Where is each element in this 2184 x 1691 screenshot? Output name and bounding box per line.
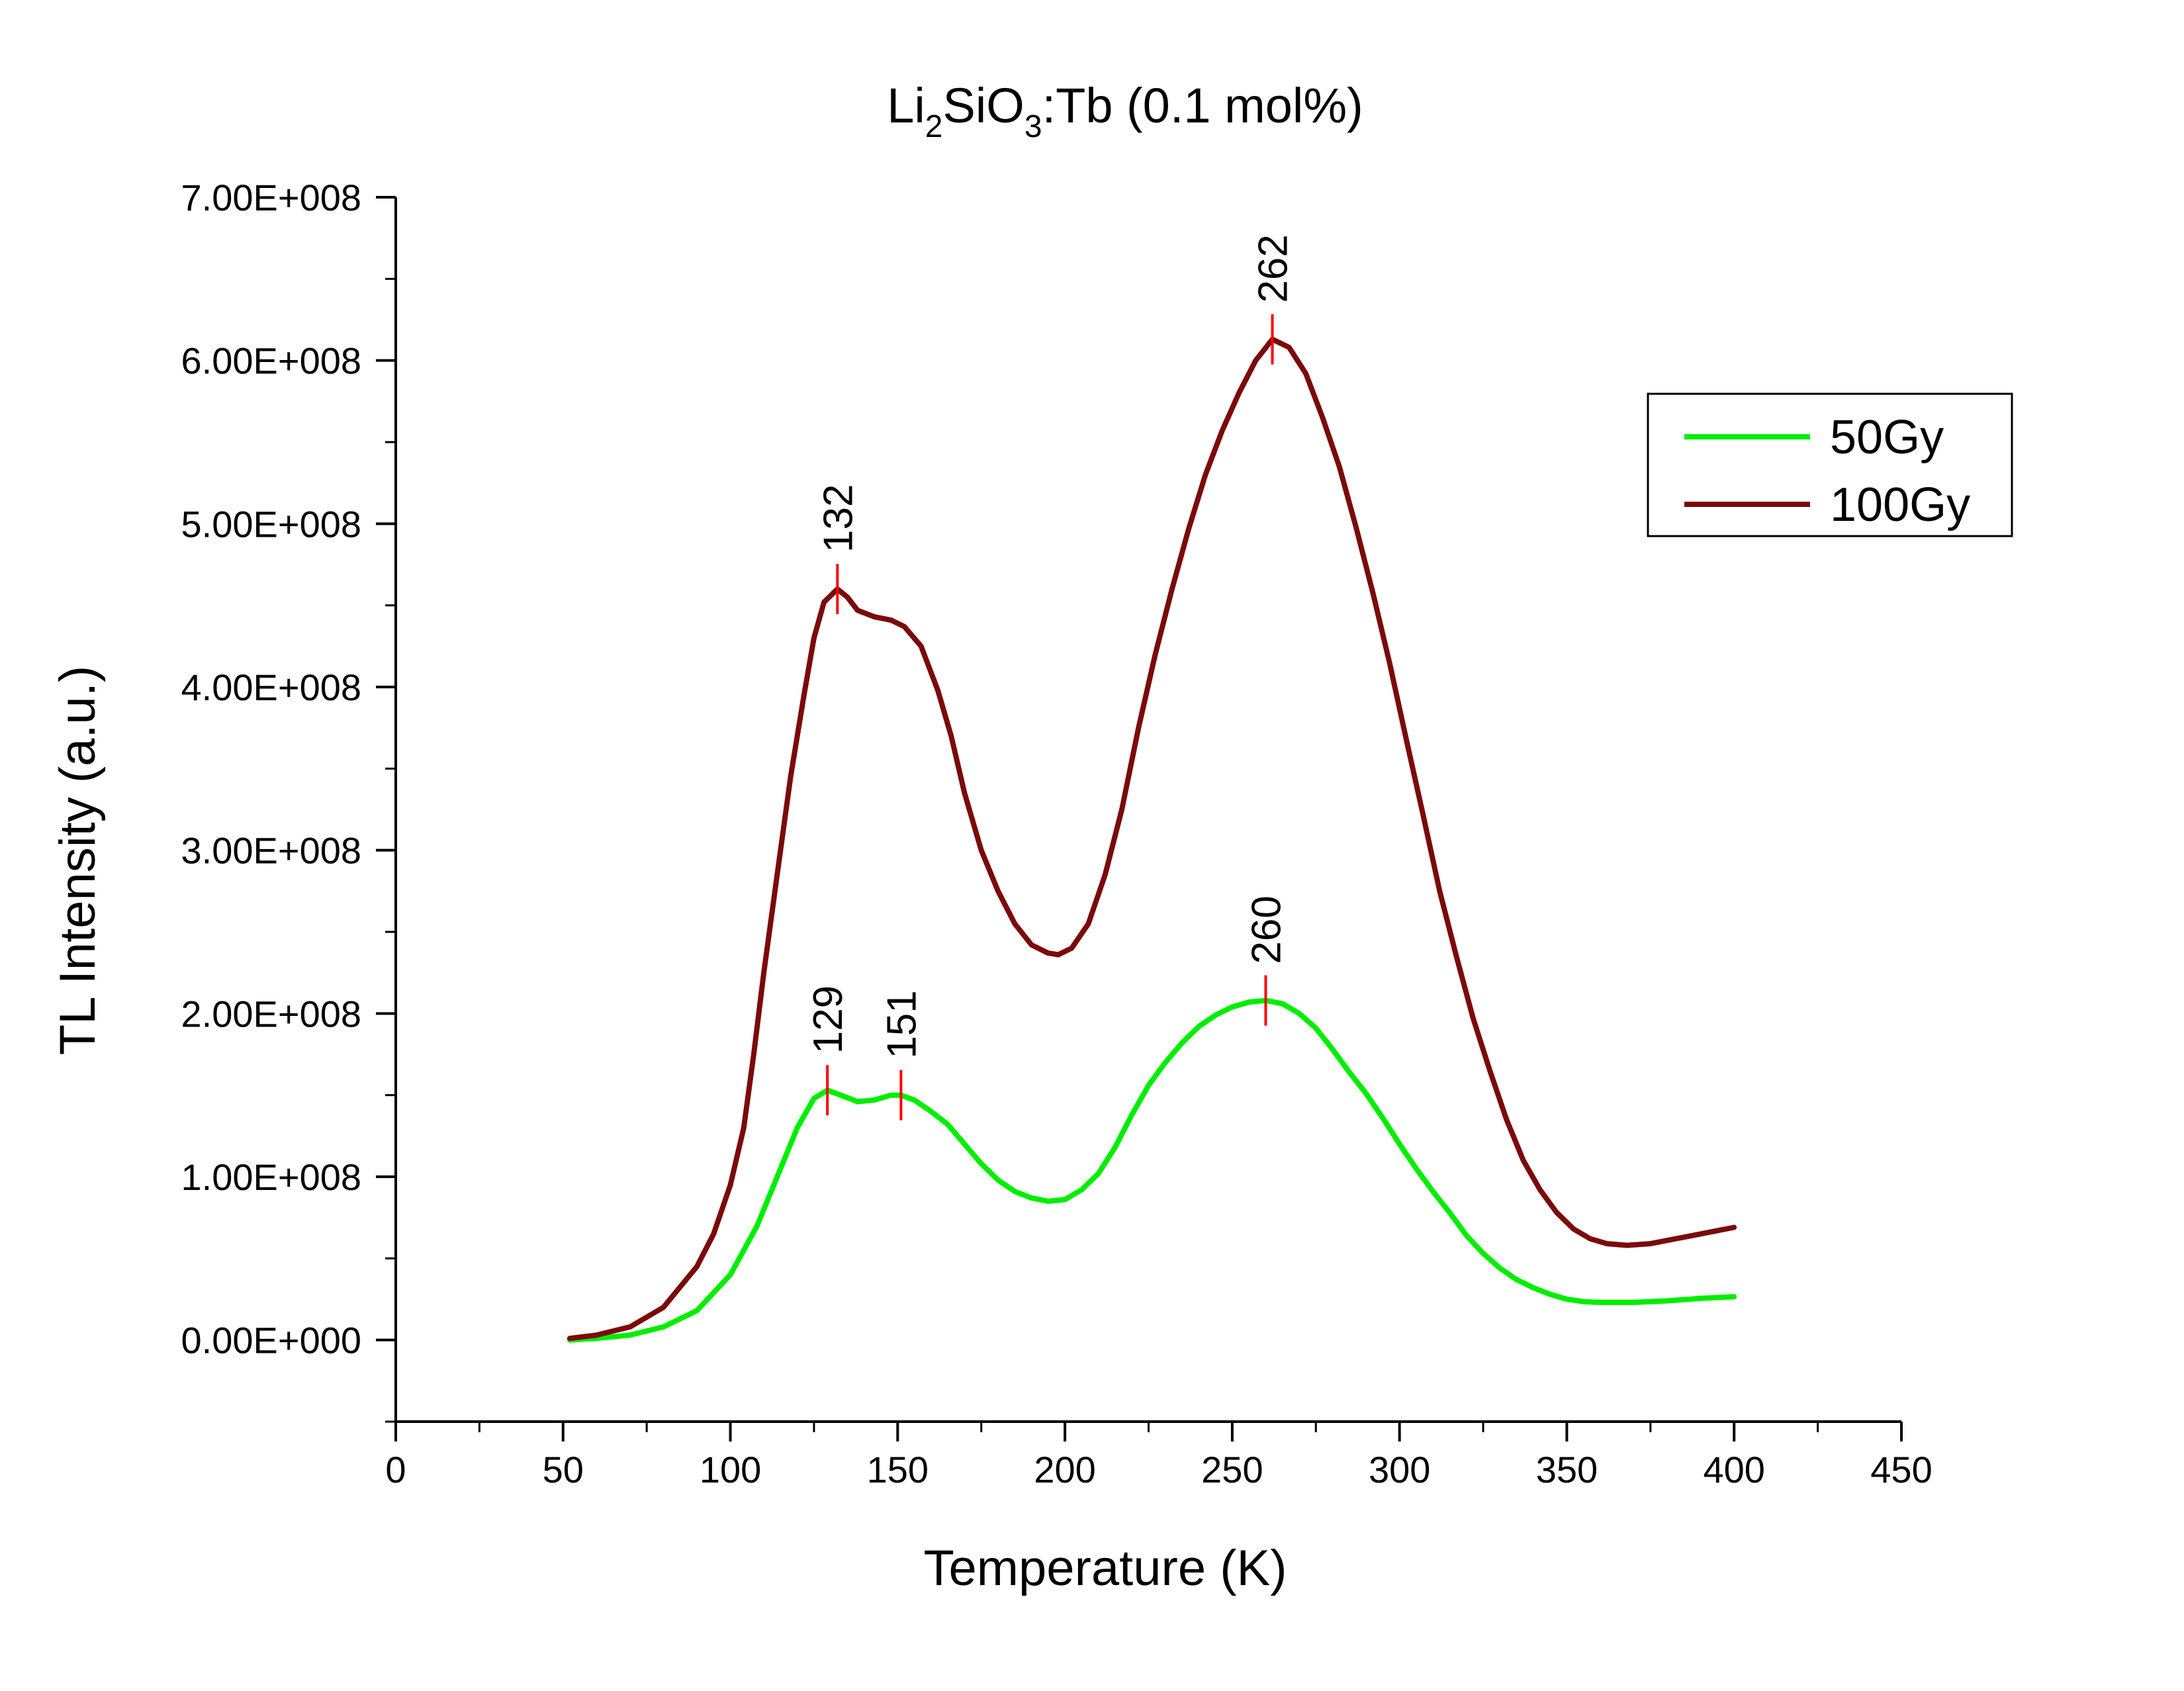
chart-title-sio: SiO xyxy=(943,78,1024,133)
x-tick-label: 150 xyxy=(867,1449,929,1490)
x-tick-label: 350 xyxy=(1536,1449,1598,1490)
axes: 0 50 100 150 200 250 300 350 400 450 0.00E+000 1.00… xyxy=(181,177,1933,1490)
x-tick-label: 300 xyxy=(1369,1449,1430,1490)
y-tick-label: 6.00E+008 xyxy=(181,340,361,382)
chart-title-rest: :Tb (0.1 mol%) xyxy=(1042,78,1363,133)
x-axis-title: Temperature (K) xyxy=(923,1540,1287,1596)
y-tick-label: 7.00E+008 xyxy=(181,177,361,218)
series-line-50gy xyxy=(567,997,1737,1343)
peak-label-129: 129 xyxy=(805,985,851,1054)
x-tick-label: 50 xyxy=(543,1449,584,1490)
legend-label-50gy: 50Gy xyxy=(1830,411,1944,464)
x-tick-label: 450 xyxy=(1870,1449,1932,1490)
y-tick-label: 4.00E+008 xyxy=(181,666,361,708)
y-tick-label: 1.00E+008 xyxy=(181,1156,361,1198)
chart-title-li: Li xyxy=(887,78,925,133)
peak-markers: 129 151 260 132 262 xyxy=(805,234,1297,1120)
legend-box xyxy=(1647,392,2013,537)
peak-label-132: 132 xyxy=(815,484,861,553)
legend: 50Gy 100Gy xyxy=(1647,392,2013,537)
y-tick-label: 3.00E+008 xyxy=(181,830,361,872)
y-tick-label: 2.00E+008 xyxy=(181,993,361,1034)
legend-label-100gy: 100Gy xyxy=(1830,479,1970,531)
chart-title: Li2SiO3:Tb (0.1 mol%) xyxy=(887,78,1363,144)
chart-title-sub-2: 2 xyxy=(925,109,943,144)
x-tick-label: 100 xyxy=(700,1449,761,1490)
y-axis-title: TL Intensity (a.u.) xyxy=(50,666,106,1056)
series-line-100gy xyxy=(567,336,1737,1342)
series-lines xyxy=(567,336,1737,1343)
y-tick-label: 0.00E+000 xyxy=(181,1320,361,1361)
peak-label-260: 260 xyxy=(1244,895,1289,964)
chart-title-sub-3: 3 xyxy=(1024,109,1042,144)
x-tick-label: 200 xyxy=(1034,1449,1095,1490)
peak-label-151: 151 xyxy=(879,990,925,1058)
x-tick-label: 0 xyxy=(385,1449,406,1490)
peak-label-262: 262 xyxy=(1251,234,1297,302)
x-tick-label: 400 xyxy=(1704,1449,1765,1490)
y-tick-label: 5.00E+008 xyxy=(181,503,361,545)
x-tick-label: 250 xyxy=(1201,1449,1263,1490)
